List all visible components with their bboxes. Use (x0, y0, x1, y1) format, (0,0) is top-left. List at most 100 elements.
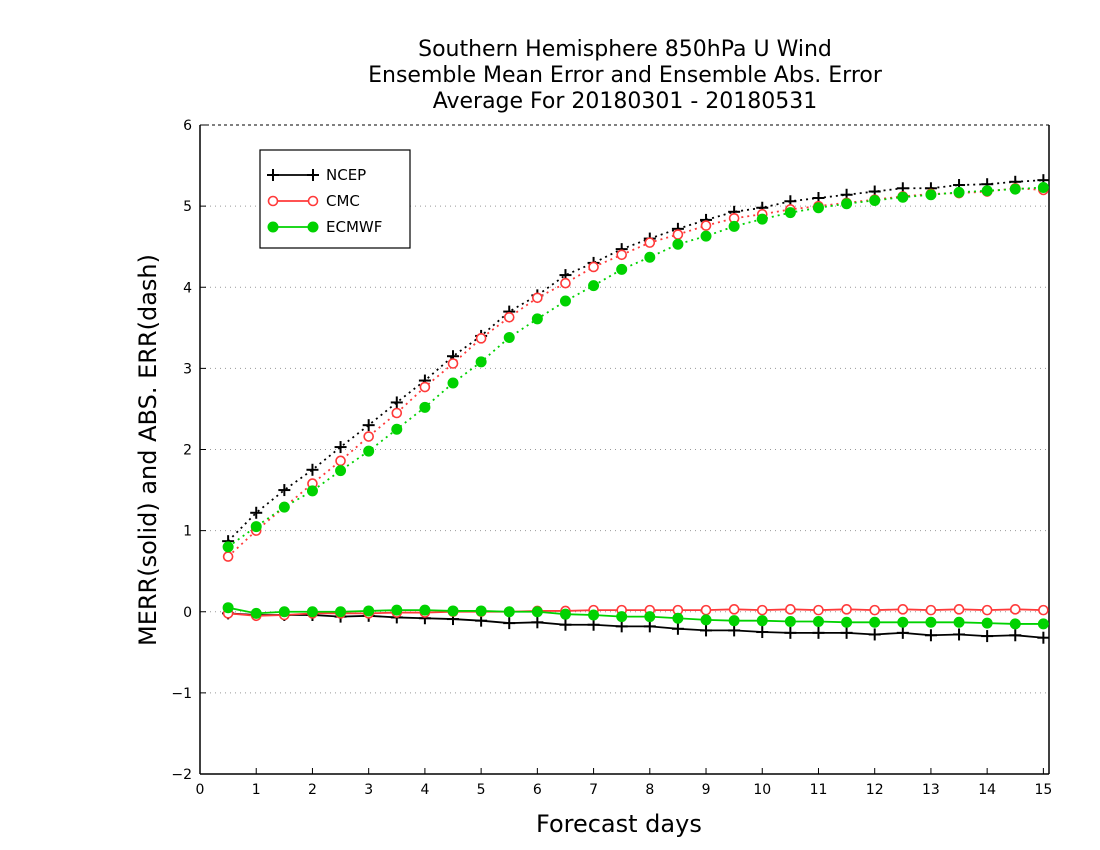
series-cmc-abs-error-point (419, 381, 431, 393)
series-ncep-abs-error-point (390, 396, 403, 409)
series-ncep-mean-error-point (643, 620, 656, 633)
series-ncep-mean-error-point (587, 618, 600, 631)
series-ncep-abs-error-point (278, 484, 291, 497)
legend-marker-cmc (267, 195, 279, 207)
y-tick-label: 5 (183, 199, 192, 215)
series-ecmwf-mean-error-point (812, 615, 824, 627)
series-ecmwf-abs-error-point (306, 485, 318, 497)
series-ecmwf-abs-error-point (1009, 183, 1021, 195)
series-ecmwf-mean-error-point (588, 609, 600, 621)
series-cmc-abs-error-point (588, 261, 599, 273)
series-ecmwf-mean-error-point (335, 606, 347, 618)
x-tick-label: 13 (922, 782, 940, 798)
series-ecmwf-abs-error-point (559, 295, 571, 307)
legend-marker-ecmwf (267, 221, 279, 233)
series-ncep-mean-error-point (896, 626, 909, 639)
series-ncep-mean-error-point (868, 628, 881, 641)
x-tick-label: 12 (866, 782, 884, 798)
series-ecmwf-mean-error-point (559, 608, 571, 620)
chart-title-line-3: Average For 20180301 - 20180531 (432, 89, 818, 114)
series-ncep-mean-error-point (812, 626, 825, 639)
x-tick-label: 1 (252, 782, 261, 798)
series-ecmwf-abs-error-point (700, 230, 712, 242)
series-cmc-abs-error-point (335, 455, 346, 467)
series-cmc-abs-error-point (222, 551, 234, 562)
series-ncep-mean-error-point (559, 618, 572, 631)
series-ncep-mean-error-point (503, 617, 516, 630)
series-ecmwf-mean-error-point (306, 606, 318, 618)
y-tick-label: 3 (183, 361, 192, 377)
series-cmc-mean-error-point (813, 604, 824, 616)
series-cmc-abs-error-point (700, 220, 712, 231)
series-ncep-abs-error-point (250, 506, 263, 519)
series-ecmwf-abs-error-point (363, 445, 375, 457)
legend-marker-ncep (267, 169, 279, 181)
series-cmc-mean-error-point (841, 604, 852, 615)
x-tick-label: 14 (978, 782, 996, 798)
series-cmc-abs-error-point (363, 431, 374, 442)
series-ecmwf-mean-error-point (616, 611, 628, 623)
series-ecmwf-abs-error-point (953, 186, 965, 198)
series-ecmwf-mean-error-point (728, 615, 740, 627)
series-ecmwf-mean-error-point (700, 614, 712, 626)
series-ecmwf-abs-error-point (981, 185, 993, 197)
series-ecmwf-mean-error-point (391, 604, 403, 616)
series-ecmwf-abs-error-point (672, 238, 684, 250)
legend-marker-ecmwf (307, 221, 319, 233)
series-cmc-abs-error-point (447, 358, 459, 369)
series-cmc-mean-error-point (756, 604, 768, 616)
x-tick-label: 11 (810, 782, 828, 798)
y-tick-label: 6 (183, 118, 192, 134)
series-ecmwf-abs-error-point (616, 263, 628, 275)
series-ecmwf-abs-error-point (250, 521, 262, 533)
series-ecmwf-abs-error-point (588, 280, 600, 292)
x-tick-label: 6 (533, 782, 542, 798)
series-ncep-abs-error-point (362, 419, 375, 432)
series-cmc-abs-error-point (475, 333, 487, 344)
legend-box (259, 149, 411, 249)
series-cmc-mean-error-point (785, 604, 796, 615)
series-cmc-abs-error-point (503, 311, 515, 323)
series-ecmwf-abs-error-point (897, 191, 909, 203)
series-cmc-mean-error-line (228, 608, 1044, 617)
series-ecmwf-mean-error-point (869, 616, 881, 628)
series-ncep-mean-error-point (531, 616, 544, 629)
series-ecmwf-abs-error-point (391, 423, 403, 435)
series-cmc-mean-error-point (953, 604, 965, 615)
series-cmc-mean-error-point (981, 604, 993, 616)
legend-label-cmc: CMC (326, 192, 360, 210)
x-tick-label: 15 (1034, 782, 1052, 798)
series-ecmwf-abs-error-point (812, 202, 824, 214)
series-ecmwf-mean-error-point (756, 615, 768, 627)
x-tick-label: 0 (196, 782, 205, 798)
y-tick-label: −1 (171, 686, 192, 702)
series-ecmwf-abs-error-point (1037, 181, 1049, 193)
x-tick-label: 4 (420, 782, 429, 798)
x-tick-label: 10 (753, 782, 771, 798)
y-axis-title: MERR(solid) and ABS. ERR(dash) (134, 254, 162, 646)
y-tick-label: 4 (183, 280, 192, 296)
series-ecmwf-abs-error-point (419, 401, 431, 413)
series-ecmwf-abs-error-point (335, 465, 347, 477)
series-cmc-abs-error-point (560, 277, 571, 289)
series-ncep-abs-error-point (306, 463, 319, 476)
legend-item-cmc: CMC (267, 192, 360, 210)
series-ecmwf-mean-error-point (953, 616, 965, 628)
legend-item-ecmwf: ECMWF (267, 218, 382, 236)
series-cmc-abs-error-point (672, 229, 684, 240)
series-ecmwf-abs-error-point (644, 251, 656, 263)
series-ecmwf-abs-error-point (222, 541, 234, 553)
series-ncep-mean-error-point (981, 630, 994, 643)
series-ecmwf-mean-error-point (784, 615, 796, 627)
series-ecmwf-mean-error-point (531, 606, 543, 618)
series-ecmwf-abs-error-point (531, 313, 543, 325)
legend-marker-cmc (307, 195, 319, 207)
series-ncep-mean-error-point (840, 626, 853, 639)
series-ncep-mean-error-point (615, 620, 628, 633)
series-ncep-mean-error-point (700, 624, 713, 637)
series-ecmwf-abs-error-point (475, 356, 487, 368)
legend-label-ncep: NCEP (326, 166, 366, 184)
series-cmc-abs-error-point (644, 237, 656, 248)
